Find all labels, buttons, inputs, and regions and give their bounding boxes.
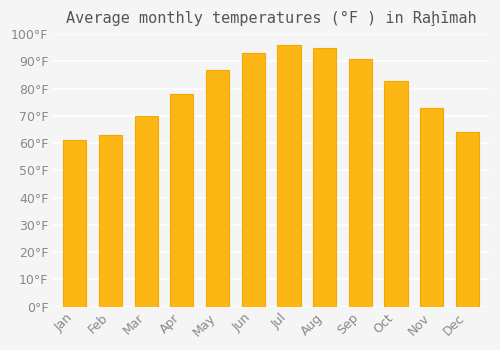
Bar — [384, 80, 407, 307]
Bar — [206, 70, 229, 307]
Bar — [242, 53, 265, 307]
Bar — [278, 45, 300, 307]
Bar — [99, 135, 122, 307]
Bar — [63, 140, 86, 307]
Bar — [134, 116, 158, 307]
Title: Average monthly temperatures (°F ) in Raḩīmah: Average monthly temperatures (°F ) in Ra… — [66, 11, 476, 26]
Bar — [313, 48, 336, 307]
Bar — [456, 132, 479, 307]
Bar — [349, 59, 372, 307]
Bar — [420, 108, 444, 307]
Bar — [170, 94, 194, 307]
